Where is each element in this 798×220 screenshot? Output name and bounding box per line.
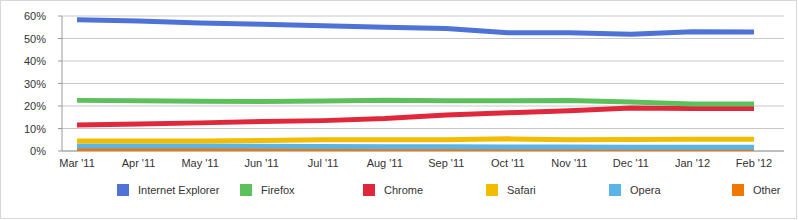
tick-mark [58,128,62,129]
legend-swatch [240,184,252,196]
x-tick-label: Feb '12 [736,157,772,169]
x-tick-label: Mar '11 [59,157,95,169]
y-tick-label: 30% [24,78,46,90]
legend-swatch [117,184,129,196]
frame [1,1,797,219]
series-line [77,20,754,34]
grid-line [62,83,784,84]
series-line [77,139,754,141]
x-tick-label: Nov '11 [551,157,587,169]
x-tick-label: Sep '11 [428,157,464,169]
grid-line [62,151,784,152]
y-tick-label: 0% [30,145,46,157]
legend-label: Safari [507,184,536,196]
x-tick-label: Jul '11 [308,157,339,169]
x-tick-label: Apr '11 [122,157,156,169]
legend-swatch [609,184,621,196]
y-tick-label: 60% [24,10,46,22]
legend-label: Firefox [261,184,295,196]
legend-swatch [486,184,498,196]
plot-area [77,20,754,150]
tick-mark [58,83,62,84]
legend-label: Chrome [384,184,423,196]
x-tick-label: Dec '11 [613,157,649,169]
tick-mark [58,16,62,17]
y-tick-label: 50% [24,33,46,45]
legend-swatch [732,184,744,196]
y-tick-label: 10% [24,123,46,135]
y-axis [62,16,63,151]
x-tick-label: Jun '11 [244,157,278,169]
series-line [77,146,754,147]
tick-mark [58,151,62,152]
series-line [77,108,754,125]
x-tick-label: Aug '11 [367,157,403,169]
legend-label: Other [753,184,781,196]
grid-line [62,61,784,62]
series-line [77,100,754,104]
legend-label: Opera [630,184,661,196]
grid-line [62,128,784,129]
chart: 0% 10% 20% 30% 40% 50% 60% Mar '11 Apr '11 May '1… [0,0,798,220]
legend-swatch [363,184,375,196]
tick-mark [58,38,62,39]
x-tick-label: May '11 [181,157,218,169]
legend-label: Internet Explorer [138,184,220,196]
y-tick-label: 20% [24,100,46,112]
x-axis [62,151,784,152]
x-tick-label: Jan '12 [675,157,710,169]
y-tick-label: 40% [24,55,46,67]
grid-line [62,16,784,17]
tick-mark [58,61,62,62]
tick-mark [58,106,62,107]
x-tick-label: Oct '11 [491,157,525,169]
grid-line [62,38,784,39]
